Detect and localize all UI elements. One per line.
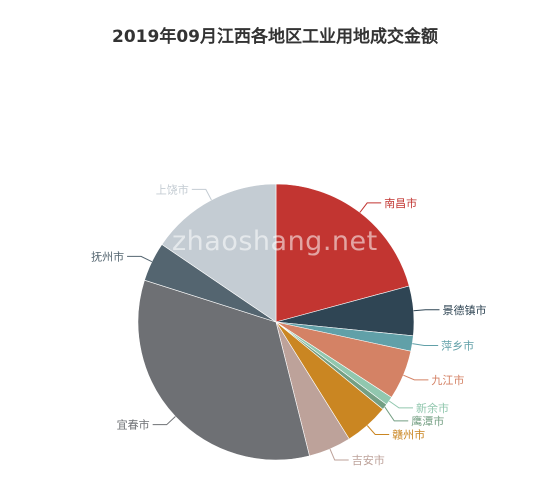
- slice-label-3: 九江市: [431, 373, 464, 387]
- label-line-5: [384, 406, 409, 422]
- label-line-10: [191, 188, 212, 201]
- pie-slice-0: [275, 183, 410, 323]
- label-line-4: [388, 400, 413, 409]
- slice-label-2: 萍乡市: [441, 338, 474, 352]
- label-line-1: [413, 309, 440, 312]
- slice-label-5: 鹰潭市: [411, 414, 444, 428]
- slice-label-1: 景德镇市: [442, 303, 486, 317]
- label-line-9: [127, 255, 153, 263]
- label-line-3: [403, 374, 429, 381]
- slice-label-8: 宜春市: [117, 418, 150, 432]
- slice-label-10: 上饶市: [156, 182, 189, 196]
- label-line-0: [359, 202, 382, 213]
- slice-label-7: 吉安市: [352, 453, 385, 467]
- slice-label-9: 抚州市: [91, 249, 124, 263]
- label-line-7: [329, 448, 349, 461]
- label-line-6: [366, 425, 390, 436]
- chart-title: 2019年09月江西各地区工业用地成交金额: [112, 27, 438, 47]
- slice-label-0: 南昌市: [384, 196, 417, 210]
- label-line-8: [152, 416, 176, 426]
- slice-label-6: 赣州市: [392, 428, 425, 442]
- slice-label-4: 新余市: [416, 401, 449, 415]
- label-line-2: [412, 343, 439, 346]
- watermark-text: zhaoshang.net: [172, 226, 378, 257]
- pie-slice-8: [137, 279, 310, 461]
